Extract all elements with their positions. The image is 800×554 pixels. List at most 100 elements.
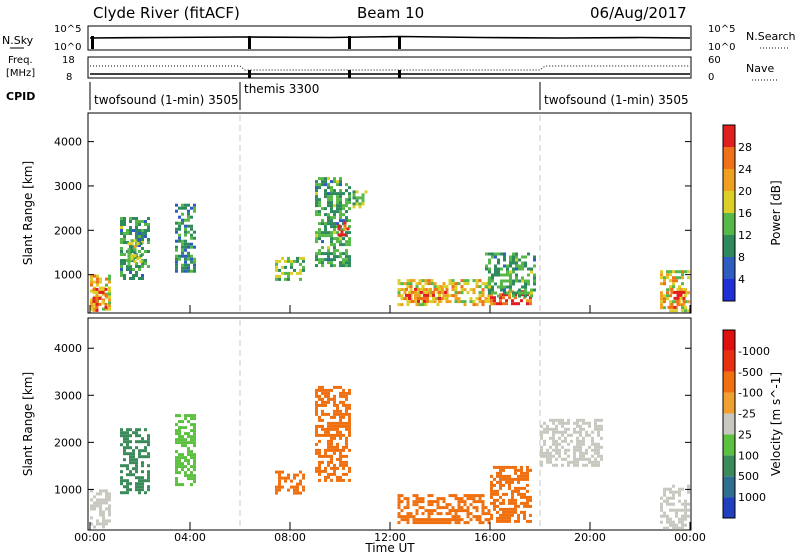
power-cell <box>518 264 521 268</box>
velocity-cell <box>666 514 669 518</box>
power-cell <box>663 279 666 283</box>
power-cell <box>518 291 521 295</box>
velocity-cell <box>546 430 549 434</box>
power-cell <box>533 273 536 277</box>
power-cell <box>514 302 517 306</box>
velocity-cell <box>567 427 570 431</box>
power-cell <box>193 257 196 261</box>
velocity-cell <box>567 463 570 467</box>
velocity-cell <box>675 511 678 515</box>
velocity-cell <box>348 424 351 428</box>
velocity-cell <box>321 418 324 422</box>
power-cell <box>184 233 187 237</box>
velocity-cell <box>505 519 508 523</box>
power-cell <box>512 258 515 262</box>
velocity-cell <box>517 489 520 493</box>
velocity-cell <box>327 388 330 392</box>
power-cell <box>488 252 491 256</box>
velocity-cell <box>579 433 582 437</box>
velocity-cell <box>588 457 591 461</box>
velocity-cell <box>427 512 431 516</box>
freq-label-line1: Freq. <box>8 55 33 66</box>
power-cell <box>330 216 333 220</box>
velocity-xtick-label: 16:00 <box>474 531 506 544</box>
velocity-cell <box>576 445 579 449</box>
power-cell <box>526 293 529 297</box>
velocity-cell <box>129 461 132 465</box>
velocity-cell <box>451 494 455 498</box>
velocity-cell <box>321 400 324 404</box>
velocity-cell <box>324 451 327 455</box>
power-cell <box>409 285 413 289</box>
velocity-cell <box>315 403 318 407</box>
velocity-cell <box>96 522 99 526</box>
velocity-cell <box>406 506 410 510</box>
velocity-cell <box>543 442 546 446</box>
power-cell <box>324 189 327 193</box>
velocity-cell <box>546 448 549 452</box>
velocity-cell <box>99 504 102 508</box>
power-cell <box>333 225 336 229</box>
power-cell <box>518 294 521 298</box>
velocity-colorbar-swatch <box>723 455 735 477</box>
power-region-5 <box>275 256 305 281</box>
velocity-cell <box>421 512 425 516</box>
velocity-cell <box>675 514 678 518</box>
velocity-cell <box>415 512 419 516</box>
velocity-cell <box>564 421 567 425</box>
velocity-cell <box>327 460 330 464</box>
power-cell <box>275 274 278 278</box>
power-cell <box>302 259 305 263</box>
velocity-cell <box>540 448 543 452</box>
velocity-cell <box>681 487 684 491</box>
power-cell <box>352 193 356 197</box>
velocity-cell <box>175 450 178 454</box>
velocity-cell <box>102 516 105 520</box>
power-cell <box>299 262 302 266</box>
velocity-cell <box>594 445 597 449</box>
power-cell <box>340 230 344 234</box>
velocity-cell <box>454 515 458 519</box>
power-cell <box>333 255 336 259</box>
power-cell <box>327 252 330 256</box>
power-cell <box>175 266 178 270</box>
power-cell <box>342 219 345 223</box>
velocity-cell <box>336 478 339 482</box>
velocity-cell <box>141 449 144 453</box>
power-cell <box>490 293 493 297</box>
power-cell <box>296 271 299 275</box>
velocity-cell <box>318 418 321 422</box>
velocity-cell <box>132 449 135 453</box>
power-cell <box>336 240 339 244</box>
power-cell <box>418 279 422 283</box>
power-cell <box>130 248 134 252</box>
velocity-cell <box>561 418 564 422</box>
velocity-cell <box>284 479 287 483</box>
velocity-cell <box>439 518 443 522</box>
power-cell <box>127 257 131 261</box>
velocity-cell <box>564 448 567 452</box>
power-cell <box>90 274 93 278</box>
velocity-cell <box>561 433 564 437</box>
freq-left-tick-top: 18 <box>62 55 75 66</box>
freq-left-tick-bottom: 8 <box>66 72 72 83</box>
power-cell <box>135 274 138 277</box>
velocity-cell <box>549 451 552 455</box>
velocity-cell <box>457 500 461 504</box>
power-cell <box>345 216 348 220</box>
power-cell <box>400 297 404 301</box>
power-cell <box>296 259 299 263</box>
velocity-cell <box>339 391 342 395</box>
velocity-cell <box>436 503 440 507</box>
cpid-segment-1: twofsound (1-min) 3505 <box>94 93 239 107</box>
velocity-cell <box>342 400 345 404</box>
velocity-cell <box>315 391 318 395</box>
power-cell <box>333 237 336 241</box>
velocity-cell <box>342 421 345 425</box>
velocity-cell <box>421 500 425 504</box>
velocity-cell <box>135 488 138 492</box>
power-cell <box>427 279 431 283</box>
power-cell <box>348 240 351 244</box>
power-cell <box>342 252 345 256</box>
power-cell <box>324 228 327 232</box>
